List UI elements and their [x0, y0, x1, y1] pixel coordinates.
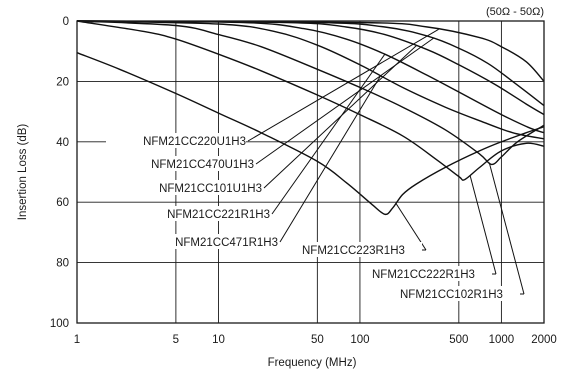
series-label-nfm21cc101u1h3: NFM21CC101U1H3 [159, 183, 262, 195]
x-tick-label: 1 [74, 334, 80, 346]
leader-line [469, 175, 497, 275]
y-tick-label: 100 [50, 318, 69, 330]
y-tick-label: 40 [56, 137, 69, 149]
series-line-nfm21cc470u1h3 [76, 20, 545, 107]
series-label-nfm21cc222r1h3: NFM21CC222R1H3 [372, 269, 475, 281]
series-label-nfm21cc102r1h3: NFM21CC102R1H3 [400, 289, 503, 301]
leader-line [271, 53, 386, 215]
y-axis-label: Insertion Loss (dB) [17, 124, 29, 221]
x-tick-label: 50 [311, 334, 324, 346]
series-line-nfm21cc101u1h3 [76, 20, 545, 116]
series-label-nfm21cc471r1h3: NFM21CC471R1H3 [175, 237, 278, 249]
x-tick-label: 1000 [489, 334, 515, 346]
series-line-nfm21cc222r1h3 [76, 20, 545, 181]
axis-tick-labels: 1 5 10 50 100 500 1000 2000 0 20 40 60 80 100 [50, 16, 557, 346]
label-background [122, 180, 262, 195]
label-background [370, 266, 492, 281]
x-tick-label: 5 [173, 334, 179, 346]
x-axis-label: Frequency (MHz) [268, 357, 357, 369]
plot-frame [76, 20, 545, 324]
series-line-nfm21cc221r1h3 [76, 20, 545, 134]
y-tick-label: 60 [56, 197, 69, 209]
x-tick-label: 2000 [531, 334, 557, 346]
y-tick-label: 0 [63, 16, 69, 28]
leader-line [255, 37, 434, 165]
label-background [300, 242, 422, 257]
series-label-nfm21cc470u1h3: NFM21CC470U1H3 [151, 159, 254, 171]
x-tick-label: 100 [350, 334, 369, 346]
label-background [398, 286, 520, 301]
label-background [114, 156, 254, 171]
label-background [130, 206, 270, 221]
leader-line [247, 28, 439, 142]
series-label-nfm21cc220u1h3: NFM21CC220U1H3 [143, 136, 246, 148]
x-tick-label: 500 [449, 334, 468, 346]
series-labels: NFM21CC220U1H3 NFM21CC470U1H3 NFM21CC101U1… [106, 133, 520, 301]
leader-line [488, 162, 525, 295]
series-label-nfm21cc221r1h3: NFM21CC221R1H3 [167, 209, 270, 221]
series-line-nfm21cc223r1h3 [76, 52, 545, 216]
label-background [138, 234, 278, 249]
leader-line [279, 75, 382, 243]
label-leader-lines [247, 28, 525, 295]
label-background [106, 133, 246, 148]
series-label-nfm21cc223r1h3: NFM21CC223R1H3 [302, 245, 405, 257]
y-tick-label: 80 [56, 258, 69, 270]
series-line-nfm21cc102r1h3 [76, 20, 545, 166]
grid [77, 21, 544, 323]
series-line-nfm21cc471r1h3 [76, 20, 545, 140]
series-curves [76, 20, 545, 216]
y-tick-label: 20 [56, 76, 69, 88]
x-tick-label: 10 [212, 334, 225, 346]
condition-annotation: (50Ω - 50Ω) [486, 6, 544, 18]
